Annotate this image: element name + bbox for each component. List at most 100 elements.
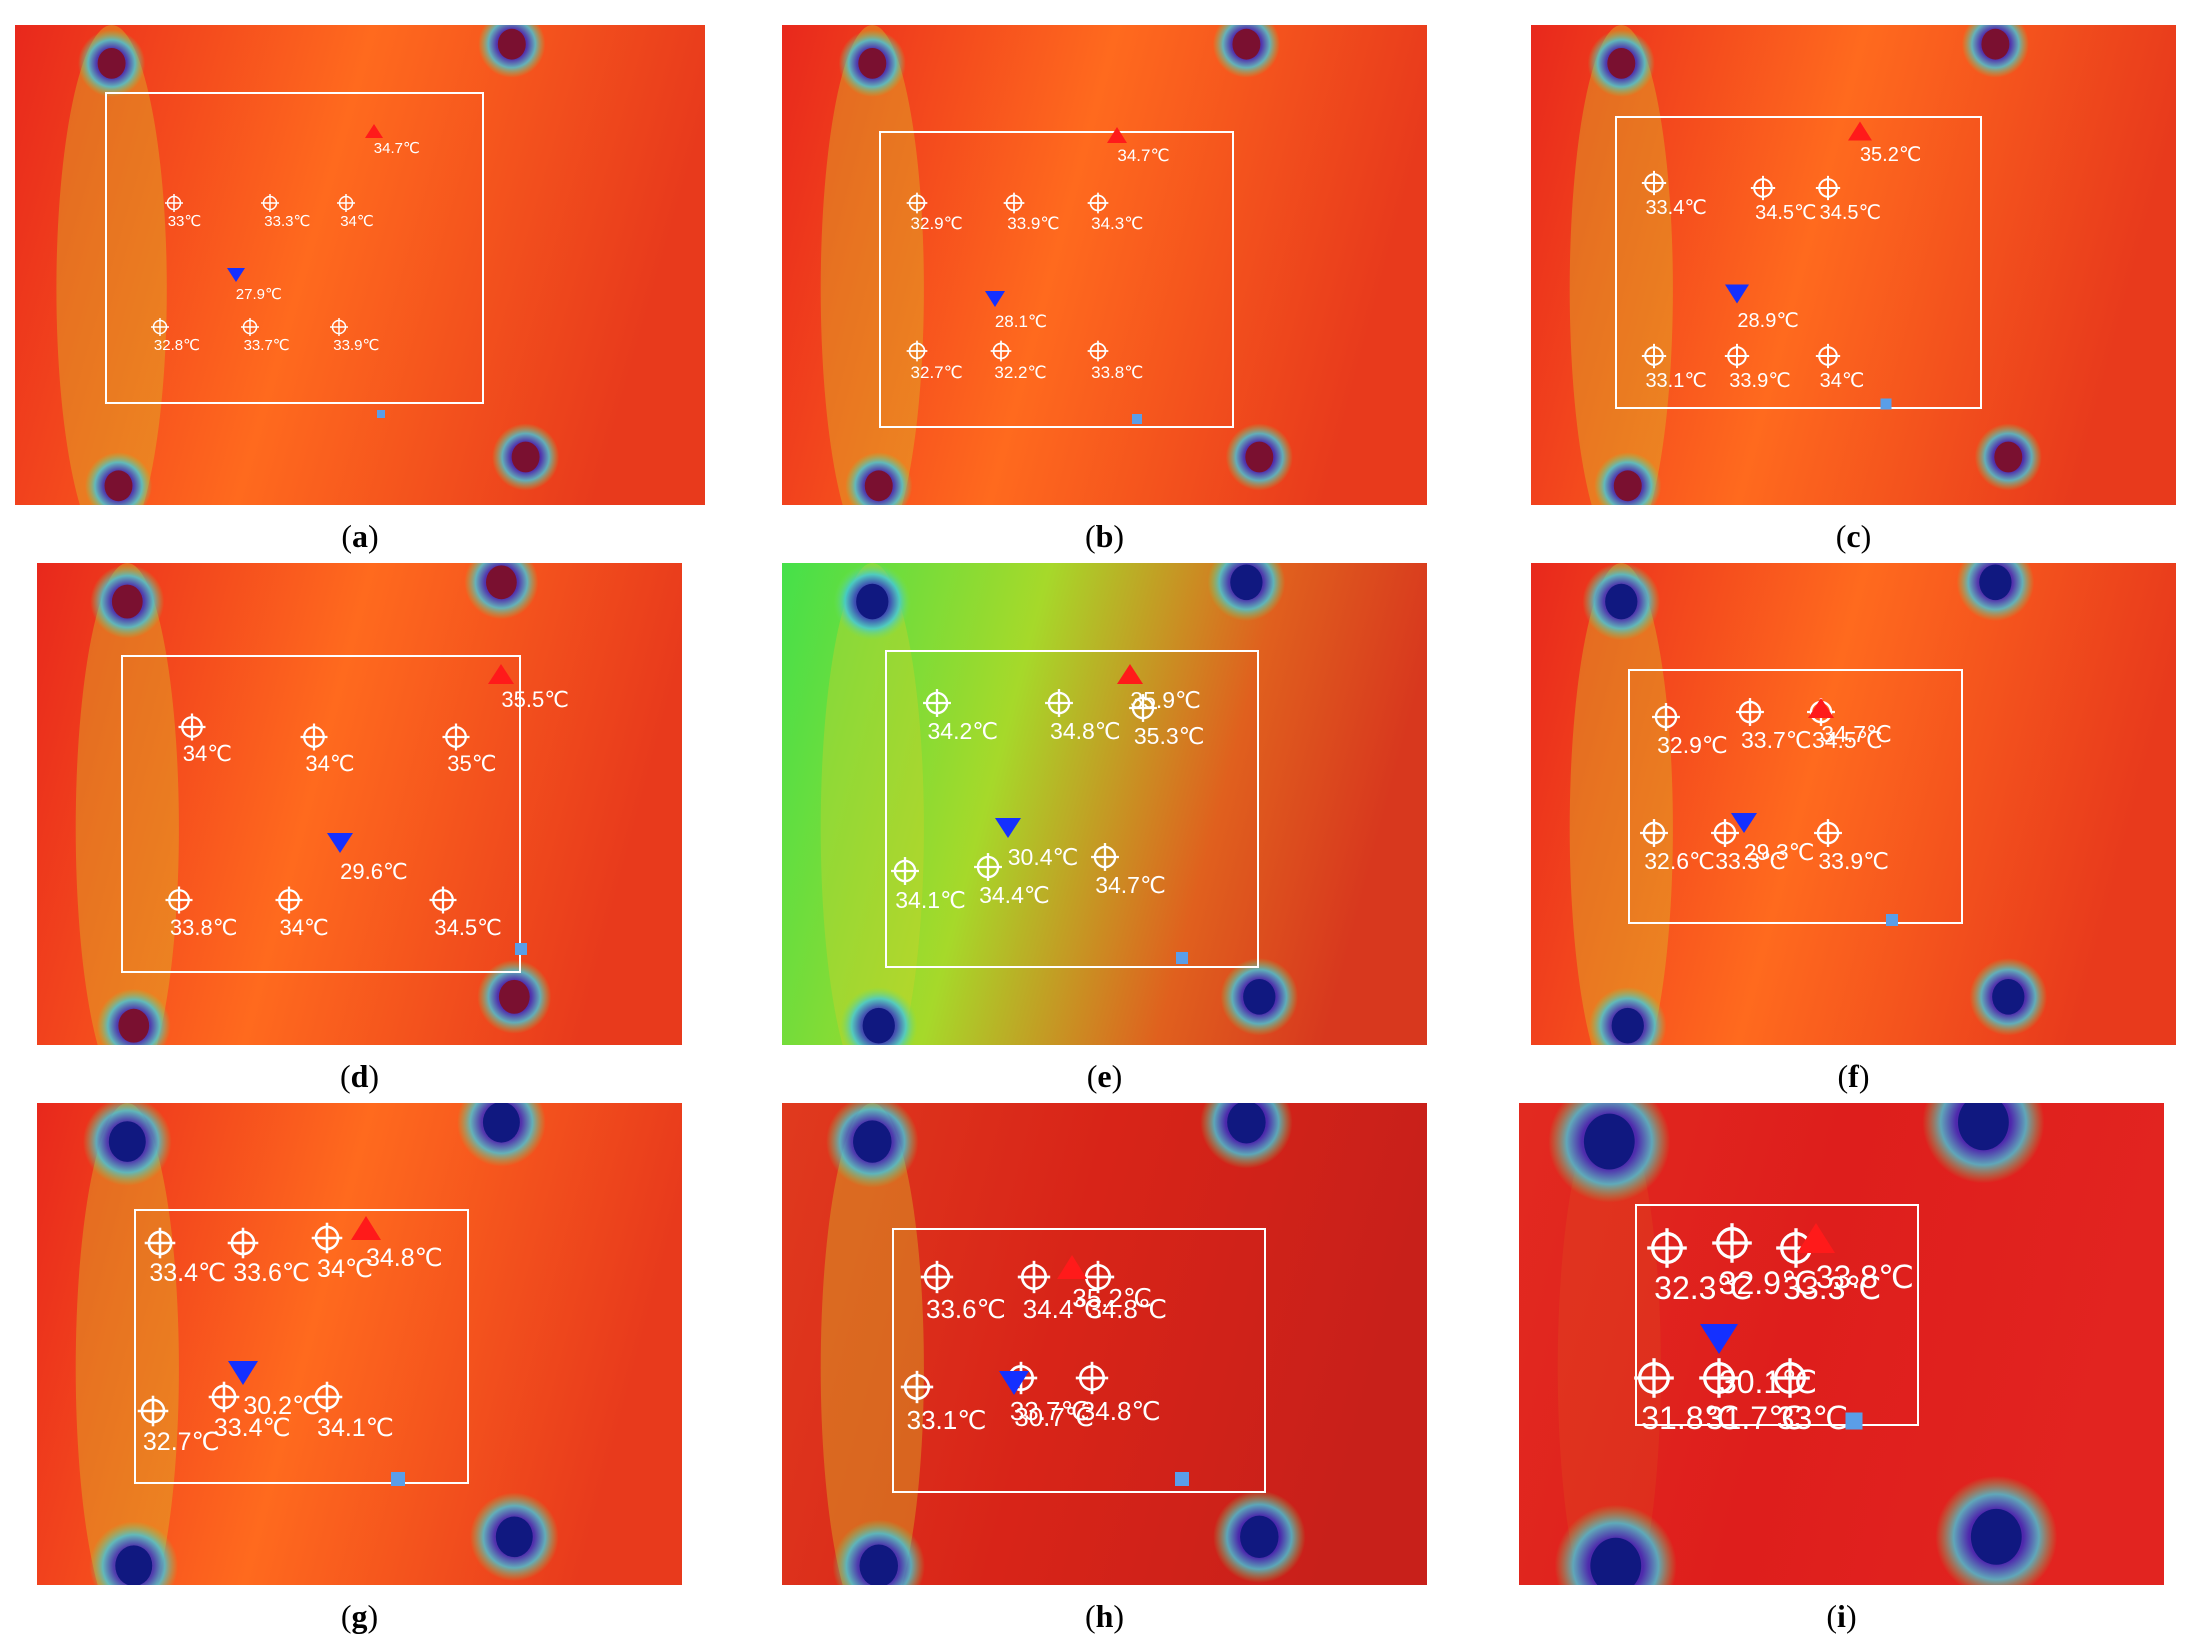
measurement-point-crosshair-icon [226, 1226, 260, 1260]
bolt-hotspot [90, 564, 165, 639]
measurement-point-crosshair-icon [921, 687, 952, 718]
min-temperature-triangle-icon [1730, 813, 1757, 834]
panel-caption-a: (a) [341, 518, 379, 554]
thermal-image-background [1519, 1103, 2164, 1585]
bolt-hotspot [82, 1103, 172, 1186]
measurement-point-crosshair-icon [299, 722, 329, 752]
region-corner-square-icon [1131, 413, 1142, 424]
measurement-point-crosshair-icon [973, 851, 1004, 882]
measurement-point-crosshair-icon [274, 885, 304, 915]
thermal-image-background [1531, 25, 2176, 505]
bottom-point-temperature-label: 33.9℃ [333, 337, 380, 355]
measurement-point-crosshair-icon [150, 317, 170, 337]
measurement-point-crosshair-icon [207, 1380, 241, 1414]
min-temperature-triangle-icon [1725, 284, 1750, 304]
min-temperature-label: 29.6℃ [340, 858, 408, 884]
top-point-temperature-label: 32.9℃ [910, 214, 963, 234]
max-temperature-label: 34.7℃ [373, 140, 420, 158]
caption-letter: c [1846, 518, 1861, 554]
max-temperature-label: 35.2℃ [1859, 144, 1922, 166]
measurement-point-crosshair-icon [336, 193, 356, 213]
panel-caption-c: (c) [1835, 518, 1872, 554]
measurement-point-crosshair-icon [1814, 343, 1841, 370]
region-corner-square-icon [1886, 913, 1899, 926]
measurement-point-crosshair-icon [1016, 1259, 1052, 1295]
thermal-image-background [1531, 563, 2176, 1045]
measurement-point-crosshair-icon [1710, 1221, 1754, 1265]
region-corner-square-icon [376, 409, 385, 418]
measurement-point-crosshair-icon [1074, 1360, 1110, 1396]
region-corner-square-icon [1174, 1471, 1189, 1486]
max-temperature-triangle-icon [364, 123, 383, 138]
panel-caption-b: (b) [1084, 518, 1125, 554]
bolt-hotspot [492, 423, 560, 491]
measurement-point-crosshair-icon [1814, 175, 1841, 202]
bolt-hotspot [833, 563, 912, 641]
panel-caption-i: (i) [1826, 1598, 1857, 1634]
max-temperature-label: 34.7℃ [1821, 721, 1892, 748]
measurement-region-box [1635, 1204, 1919, 1426]
bottom-point-temperature-label: 33.8℃ [1091, 363, 1144, 383]
bolt-hotspot [478, 25, 546, 78]
bolt-hotspot [1922, 1103, 2045, 1184]
bolt-hotspot [78, 29, 146, 97]
bolt-hotspot [1587, 29, 1655, 97]
thermal-image-background [37, 563, 682, 1045]
bottom-point-temperature-label: 34.1℃ [895, 886, 966, 913]
bottom-point-temperature-label: 33.9℃ [1818, 847, 1889, 874]
max-temperature-label: 33.8℃ [1815, 1258, 1914, 1295]
bottom-point-temperature-label: 32.6℃ [1644, 847, 1715, 874]
bottom-point-temperature-label: 33.1℃ [906, 1405, 987, 1436]
min-temperature-label: 30.2℃ [243, 1391, 321, 1420]
top-point-temperature-label: 34.2℃ [927, 717, 999, 744]
min-temperature-triangle-icon [999, 1370, 1030, 1395]
measurement-point-crosshair-icon [919, 1259, 955, 1295]
bolt-hotspot [84, 452, 153, 505]
bottom-point-temperature-label: 34.8℃ [1080, 1395, 1161, 1426]
max-temperature-label: 34.7℃ [1117, 146, 1170, 166]
top-point-temperature-label: 33.3℃ [1783, 1269, 1882, 1306]
top-point-temperature-label: 34.5℃ [1755, 202, 1817, 225]
thermal-panel-b: 32.9℃ 33.9℃ 34.3℃ 32.7℃ 32.2℃ 33.8℃ 34.7℃ 28.1℃ [782, 25, 1427, 505]
measurement-point-crosshair-icon [164, 193, 184, 213]
bolt-hotspot [457, 1103, 546, 1167]
region-corner-square-icon [514, 942, 527, 955]
bolt-hotspot [838, 29, 906, 97]
bottom-point-temperature-label: 34℃ [1819, 370, 1865, 393]
top-point-temperature-label: 35℃ [447, 751, 497, 777]
measurement-point-crosshair-icon [1128, 692, 1159, 723]
top-point-temperature-label: 34.3℃ [1091, 214, 1144, 234]
measurement-region-box [1627, 669, 1964, 925]
measurement-point-crosshair-icon [990, 340, 1013, 363]
panel-caption-f: (f) [1837, 1058, 1870, 1094]
measurement-point-crosshair-icon [240, 317, 260, 337]
bolt-hotspot [477, 959, 552, 1034]
bottom-point-temperature-label: 31.7℃ [1705, 1399, 1804, 1436]
max-temperature-label: 35.5℃ [501, 687, 569, 713]
region-corner-square-icon [1845, 1412, 1863, 1430]
caption-letter: d [350, 1058, 369, 1094]
measurement-point-crosshair-icon [310, 1380, 344, 1414]
measurement-region-box [878, 130, 1234, 429]
measurement-point-crosshair-icon [1768, 1356, 1812, 1400]
thermal-panel-a: 33℃ 33.3℃ 34℃ 32.8℃ 33.7℃ 33.9℃ 34.7℃ 27.9℃ [15, 25, 705, 505]
caption-letter: g [351, 1598, 368, 1634]
measurement-point-crosshair-icon [1750, 175, 1777, 202]
thermal-image-background [782, 25, 1427, 505]
thermal-panel-h: 33.6℃ 34.4℃ 34.8℃ 33.1℃ 33.7℃ 34.8℃ 35.2℃ 30.7℃ [782, 1103, 1427, 1585]
measurement-point-crosshair-icon [1087, 340, 1110, 363]
panel-caption-d: (d) [339, 1058, 380, 1094]
bolt-hotspot [469, 1492, 559, 1582]
measurement-point-crosshair-icon [1638, 817, 1669, 848]
top-point-temperature-label: 34℃ [182, 741, 232, 767]
bolt-hotspot [1969, 957, 2048, 1036]
max-temperature-triangle-icon [350, 1216, 381, 1241]
bottom-point-temperature-label: 34.1℃ [317, 1413, 394, 1442]
thermal-panel-c: 33.4℃ 34.5℃ 34.5℃ 33.1℃ 33.9℃ 34℃ 35.2℃ 28.9℃ [1531, 25, 2176, 505]
thermal-panel-e: 34.2℃ 34.8℃ 35.3℃ 34.1℃ 34.4℃ 34.7℃ 35.9℃ 30.4℃ [782, 563, 1427, 1045]
measurement-point-crosshair-icon [441, 722, 471, 752]
top-point-temperature-label: 33℃ [167, 212, 202, 230]
bottom-point-temperature-label: 33.7℃ [243, 337, 290, 355]
measurement-point-crosshair-icon [1735, 697, 1766, 728]
measurement-point-crosshair-icon [1640, 343, 1667, 370]
